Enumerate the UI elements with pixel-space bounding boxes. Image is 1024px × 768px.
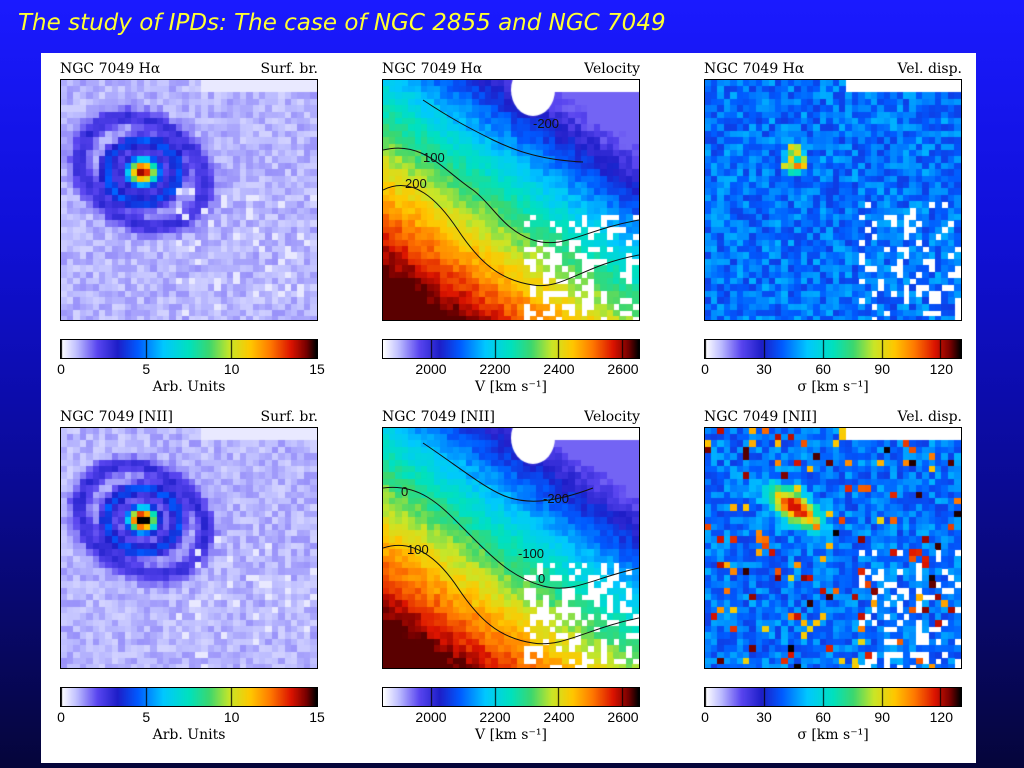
contour-line (383, 486, 639, 589)
colorbar (60, 339, 318, 359)
panel-title-left: NGC 7049 [NII] (382, 409, 495, 425)
colorbar-tick-label: 10 (223, 361, 240, 377)
colorbar-label: σ [km s⁻¹] (797, 379, 869, 395)
panel-title-left: NGC 7049 Hα (60, 61, 161, 77)
colorbar-tick-label: 0 (57, 709, 65, 725)
contour-label: 0 (401, 484, 408, 499)
colorbar-tick-label: 5 (142, 361, 151, 377)
panel-header: NGC 7049 [NII] Vel. disp. (704, 409, 962, 427)
colorbar-tick-label: 2000 (415, 709, 447, 725)
colorbar-label: V [km s⁻¹] (475, 379, 547, 395)
colorbar-tick-label: 90 (874, 709, 891, 725)
colorbar-tick-label: 2600 (607, 709, 639, 725)
contour-label: 0 (538, 571, 545, 586)
colorbar-ticks: 0 30 60 90 120 (701, 361, 962, 377)
colorbar-tick-label: 90 (874, 361, 891, 377)
panel-title-right: Surf. br. (260, 409, 318, 425)
velocity-map (382, 79, 640, 321)
surface-brightness-map (60, 79, 318, 321)
panel-title-left: NGC 7049 Hα (704, 61, 805, 77)
panel-ha-velocity-dispersion: NGC 7049 Hα Vel. disp. 0 30 60 90 120 σ … (701, 55, 962, 400)
panel-title-right: Velocity (584, 409, 640, 425)
panel-title-left: NGC 7049 Hα (382, 61, 483, 77)
colorbar-tick-label: 5 (142, 709, 151, 725)
panel-header: NGC 7049 Hα Velocity (382, 61, 640, 79)
panel-header: NGC 7049 Hα Vel. disp. (704, 61, 962, 79)
panel-title-left: NGC 7049 [NII] (704, 409, 817, 425)
contour-line (383, 147, 639, 244)
colorbar (382, 687, 640, 707)
panel-ha-velocity: NGC 7049 Hα Velocity 100 -200 200 2000 2… (382, 55, 640, 400)
panel-title-right: Vel. disp. (897, 61, 962, 77)
colorbar (382, 339, 640, 359)
panel-title-left: NGC 7049 [NII] (60, 409, 173, 425)
velocity-map (382, 427, 640, 669)
colorbar-tick-label: 0 (57, 361, 65, 377)
panel-ha-surface-brightness: NGC 7049 Hα Surf. br. 0 5 10 15 Arb. Uni… (57, 55, 325, 400)
colorbar-ticks: 2000 2200 2400 2600 (382, 709, 640, 725)
panel-nii-velocity: NGC 7049 [NII] Velocity 0 -200 100 -100 … (382, 403, 640, 748)
surface-brightness-map (60, 427, 318, 669)
colorbar-tick-label: 15 (309, 709, 325, 725)
colorbar-tick-label: 30 (756, 709, 772, 725)
panel-nii-surface-brightness: NGC 7049 [NII] Surf. br. 0 5 10 15 Arb. … (57, 403, 325, 748)
colorbar-label: Arb. Units (152, 379, 226, 395)
contour-label: -200 (543, 491, 569, 506)
panel-header: NGC 7049 [NII] Velocity (382, 409, 640, 427)
colorbar-tick-label: 60 (815, 361, 831, 377)
contour-label: -200 (533, 116, 559, 131)
colorbar-tick-label: 60 (815, 709, 831, 725)
panel-header: NGC 7049 Hα Surf. br. (60, 61, 318, 79)
colorbar-label: Arb. Units (152, 727, 226, 743)
colorbar-tick-label: 15 (309, 361, 325, 377)
velocity-dispersion-map (704, 427, 962, 669)
contour-overlay: 100 -200 200 (383, 99, 639, 287)
figure-panel-grid: NGC 7049 Hα Surf. br. 0 5 10 15 Arb. Uni… (41, 53, 976, 763)
colorbar-tick-label: 2000 (415, 361, 447, 377)
contour-label: 100 (407, 542, 429, 557)
colorbar-tick-label: 120 (929, 709, 953, 725)
panel-nii-velocity-dispersion: NGC 7049 [NII] Vel. disp. 0 30 60 90 120… (701, 403, 962, 748)
colorbar-tick-label: 10 (223, 709, 240, 725)
panel-title-right: Velocity (584, 61, 640, 77)
colorbar (704, 687, 962, 707)
velocity-dispersion-map (704, 79, 962, 321)
contour-line (422, 442, 594, 502)
panel-header: NGC 7049 [NII] Surf. br. (60, 409, 318, 427)
contour-label: -100 (518, 546, 544, 561)
colorbar-ticks: 0 5 10 15 (57, 361, 325, 377)
panel-title-right: Surf. br. (260, 61, 318, 77)
colorbar-tick-label: 2400 (543, 709, 575, 725)
contour-label: 100 (423, 150, 445, 165)
colorbar-tick-label: 0 (701, 709, 709, 725)
colorbar (60, 687, 318, 707)
contour-line (383, 544, 639, 645)
contour-label: 200 (405, 176, 427, 191)
colorbar-tick-label: 0 (701, 361, 709, 377)
colorbar-ticks: 0 5 10 15 (57, 709, 325, 725)
colorbar-tick-label: 2200 (479, 361, 511, 377)
colorbar-tick-label: 30 (756, 361, 772, 377)
contour-line (383, 185, 639, 287)
colorbar-label: σ [km s⁻¹] (797, 727, 869, 743)
contour-line (422, 99, 584, 163)
colorbar-ticks: 2000 2200 2400 2600 (382, 361, 640, 377)
colorbar-tick-label: 120 (929, 361, 953, 377)
colorbar-ticks: 0 30 60 90 120 (701, 709, 962, 725)
colorbar (704, 339, 962, 359)
contour-overlay: 0 -200 100 -100 0 (383, 442, 639, 645)
colorbar-tick-label: 2600 (607, 361, 639, 377)
colorbar-tick-label: 2200 (479, 709, 511, 725)
panel-title-right: Vel. disp. (897, 409, 962, 425)
colorbar-label: V [km s⁻¹] (475, 727, 547, 743)
slide-title: The study of IPDs: The case of NGC 2855 … (18, 10, 666, 36)
colorbar-tick-label: 2400 (543, 361, 575, 377)
